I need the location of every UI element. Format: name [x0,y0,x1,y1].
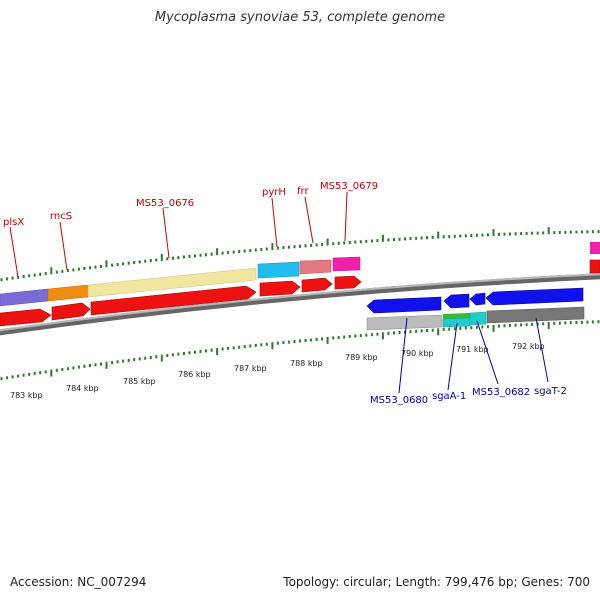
map-title: Mycoplasma synoviae 53, complete genome [154,10,446,25]
gene-label-sgaA-1[interactable]: sgaA-1 [432,391,466,402]
gene-arrow-MS53_0679[interactable] [334,275,362,290]
cog-block-sgaT-2[interactable] [486,306,585,324]
scale-label-789: 789 kbp [345,353,378,362]
cog-block-sgaA-1[interactable] [442,317,471,328]
cog-block-rncS[interactable] [47,284,89,302]
gene-label-frr[interactable]: frr [297,186,309,197]
scale-label-790: 790 kbp [401,349,434,358]
scale-label-786: 786 kbp [178,370,211,379]
gene-label-MS53_0676[interactable]: MS53_0676 [136,198,194,209]
scale-label-787: 787 kbp [234,364,267,373]
scale-label-792: 792 kbp [512,342,545,351]
forward-gene-arrows [0,259,600,327]
cog-block-MS53_0680[interactable] [366,314,443,331]
gene-label-pyrH[interactable]: pyrH [262,187,286,198]
scale-label-783: 783 kbp [10,391,43,400]
gene-label-sgaT-2[interactable]: sgaT-2 [534,386,567,397]
accession-label: Accession: NC_007294 [10,575,147,589]
cog-block-pyrH[interactable] [257,261,300,279]
gene-arrow-offscreen[interactable] [589,259,600,274]
scale-label-791: 791 kbp [456,345,489,354]
genome-backbone [0,273,600,336]
gene-arrow-MS53_0680[interactable] [366,296,442,314]
outer-tick-track [0,227,600,282]
gene-label-MS53_0680[interactable]: MS53_0680 [370,395,428,406]
cog-block-plsX[interactable] [0,288,49,307]
cog-block-MS53_0682[interactable] [469,311,487,326]
gene-label-plsX[interactable]: plsX [3,217,24,228]
cog-block-frr[interactable] [299,259,332,275]
scale-labels: 783 kbp 784 kbp 785 kbp 786 kbp 787 kbp … [10,342,545,400]
gene-arrow-frr[interactable] [301,277,333,293]
forward-gene-labels: plsX rncS MS53_0676 pyrH frr MS53_0679 [3,181,378,278]
gene-arrow-rncS[interactable] [51,302,91,321]
gene-label-rncS[interactable]: rncS [50,211,72,222]
reverse-gene-labels: MS53_0680 sgaA-1 MS53_0682 sgaT-2 [370,317,567,406]
gene-label-MS53_0679[interactable]: MS53_0679 [320,181,378,192]
reverse-cog-band [366,306,585,331]
gene-arrow-sgaT-2[interactable] [485,287,584,306]
gene-arrow-MS53_0676[interactable] [90,285,257,316]
reverse-gene-arrows [366,287,584,314]
gene-arrow-sgaA-1[interactable] [443,293,470,309]
gene-arrow-pyrH[interactable] [259,280,301,297]
cog-block-sgaA-1-top[interactable] [443,313,470,319]
cog-block-offscreen[interactable] [590,242,600,254]
topology-label: Topology: circular; Length: 799,476 bp; … [283,575,590,589]
inner-tick-track [0,320,600,381]
forward-cog-band [0,242,600,307]
gene-arrow-plsX[interactable] [0,308,52,327]
scale-label-785: 785 kbp [123,377,156,386]
scale-label-784: 784 kbp [66,384,99,393]
scale-label-788: 788 kbp [290,359,323,368]
genome-backbone-highlight [0,273,600,332]
gene-label-MS53_0682[interactable]: MS53_0682 [472,387,530,398]
cog-block-MS53_0676[interactable] [87,267,257,298]
cog-block-MS53_0679[interactable] [332,256,361,272]
gene-arrow-MS53_0682[interactable] [469,292,486,306]
